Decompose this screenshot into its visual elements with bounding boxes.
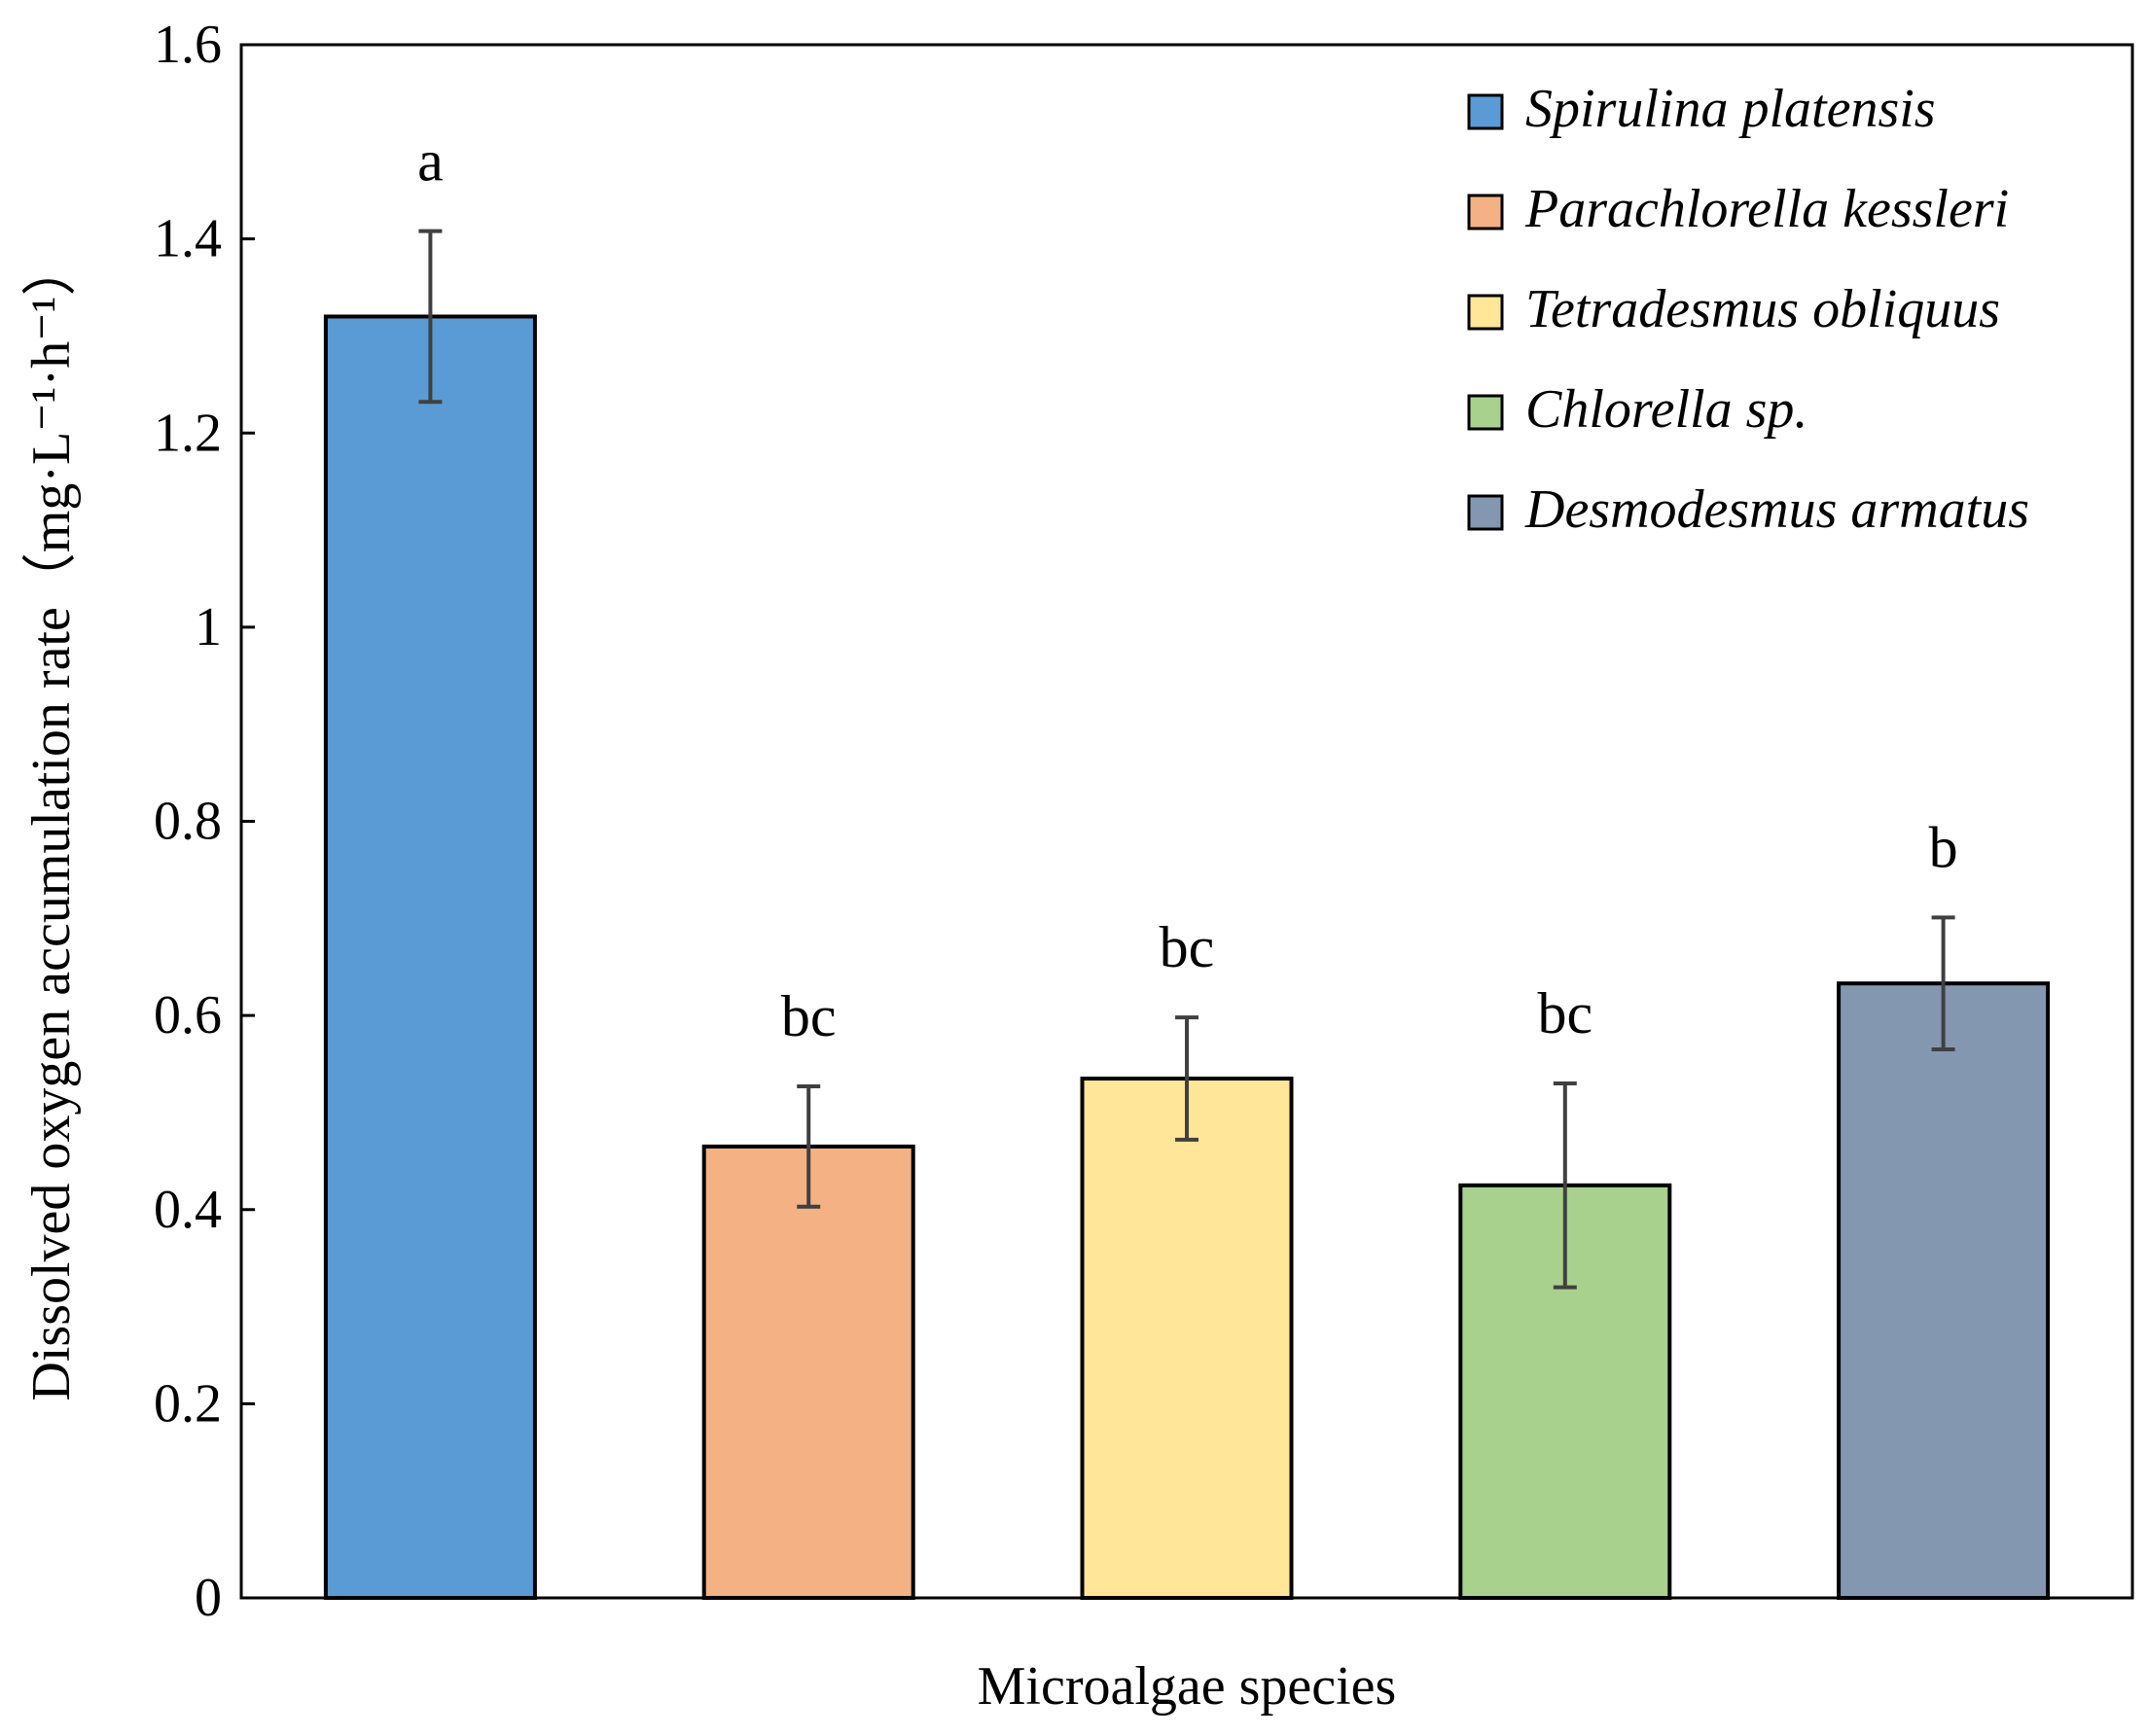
significance-label-4: bc [1537,981,1592,1045]
legend-label: Tetradesmus obliquus [1525,279,2000,339]
legend-label: Chlorella sp. [1525,379,1807,440]
y-tick-label: 1 [195,597,222,657]
y-tick-label: 0.8 [154,792,222,852]
legend-item-5: Desmodesmus armatus [1467,479,2029,540]
legend-item-4: Chlorella sp. [1467,379,1807,440]
legend-swatch [1467,294,1504,331]
significance-label-2: bc [781,984,837,1048]
legend-swatch [1467,394,1504,431]
legend-label: Desmodesmus armatus [1524,479,2029,540]
bar-5 [1837,981,2051,1600]
y-tick-label: 1.4 [154,209,222,269]
legend: Spirulina platensis Parachlorella kessler… [1467,79,2029,540]
legend-swatch [1467,194,1504,230]
legend-swatch [1467,93,1504,130]
error-bar-5 [1931,915,1955,1052]
x-axis-title: Microalgae species [978,1656,1397,1717]
y-tick-label: 0 [195,1568,222,1628]
error-bar-2 [797,1083,821,1209]
y-tick-label: 0.2 [154,1373,222,1434]
legend-item-3: Tetradesmus obliquus [1467,279,2000,339]
significance-labels-layer: a bc bc bc b [417,129,1958,1048]
legend-label: Parachlorella kessleri [1524,179,2009,239]
significance-label-5: b [1929,815,1958,879]
y-tick-label: 1.2 [154,403,222,463]
legend-label: Spirulina platensis [1525,79,1936,139]
error-bar-3 [1175,1015,1199,1142]
significance-label-3: bc [1160,915,1215,979]
bar-1 [323,314,537,1601]
legend-item-2: Parachlorella kessleri [1467,179,2009,239]
legend-swatch [1467,494,1504,531]
error-bars-layer [418,229,1955,1290]
legend-item-1: Spirulina platensis [1467,79,1936,139]
y-tick-label: 1.6 [154,15,222,75]
y-tick-label: 0.4 [154,1180,222,1240]
y-tick-label: 0.6 [154,985,222,1045]
y-axis-title: Dissolved oxygen accumulation rate（mg·L⁻… [21,241,82,1400]
y-axis-ticks: 0 0.2 0.4 0.6 0.8 1 1.2 1.4 1.6 [154,15,255,1628]
error-bar-4 [1553,1081,1577,1290]
error-bar-1 [418,229,443,405]
significance-label-1: a [417,129,444,194]
bar-2 [701,1144,915,1600]
bar-3 [1080,1077,1294,1601]
